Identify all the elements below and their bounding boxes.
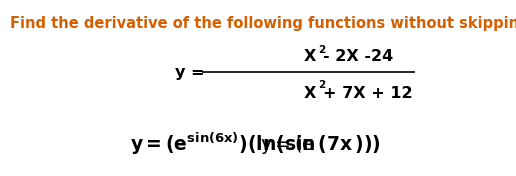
Text: $\mathregular{y = (e}$: $\mathregular{y = (e}$ bbox=[260, 133, 314, 156]
Text: Find the derivative of the following functions without skipping steps: Find the derivative of the following fun… bbox=[10, 16, 516, 31]
Text: 2: 2 bbox=[318, 45, 325, 55]
Text: $\mathbf{y = (e^{sin(6x)}) (ln(sin\,(7x\,)))}$: $\mathbf{y = (e^{sin(6x)}) (ln(sin\,(7x\… bbox=[130, 131, 381, 157]
Text: 2: 2 bbox=[318, 80, 325, 90]
Text: + 7X + 12: + 7X + 12 bbox=[323, 86, 413, 101]
Text: X: X bbox=[304, 49, 316, 64]
Text: X: X bbox=[304, 86, 316, 101]
Text: - 2X -24: - 2X -24 bbox=[323, 49, 393, 64]
Text: y =: y = bbox=[175, 65, 204, 80]
